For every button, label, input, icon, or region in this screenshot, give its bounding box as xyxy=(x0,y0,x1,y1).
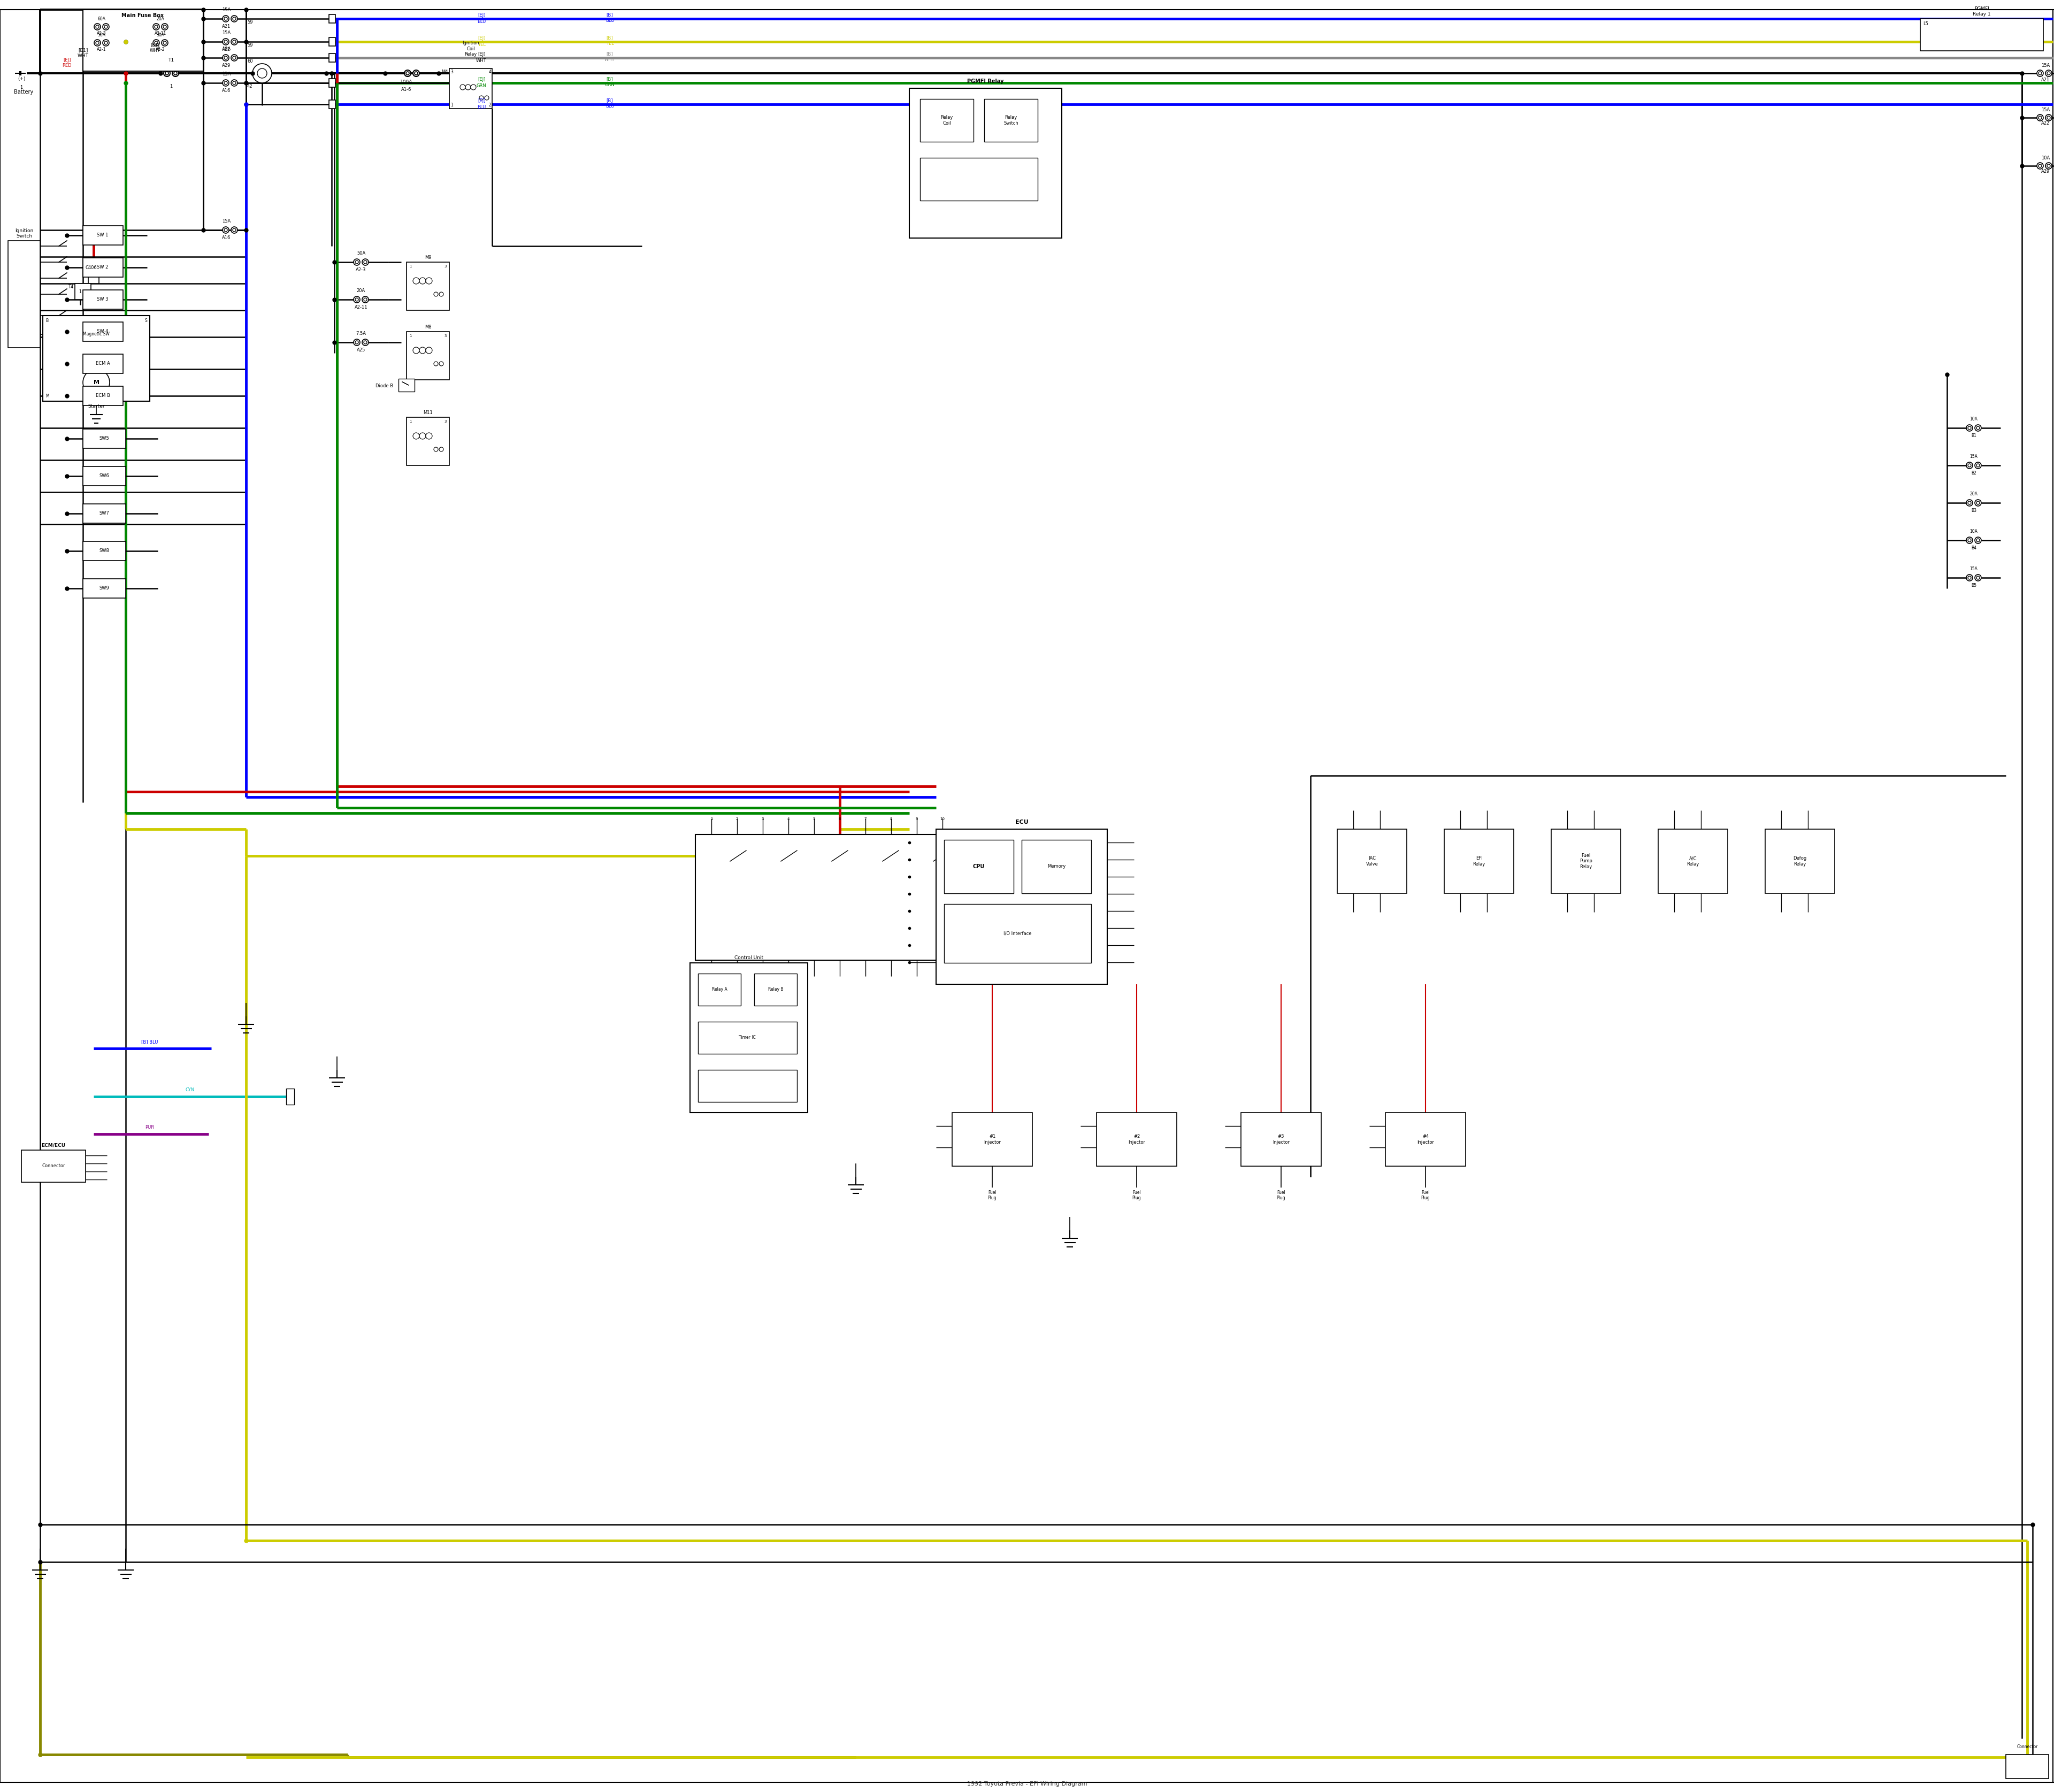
Text: M: M xyxy=(92,380,99,385)
Text: Relay B: Relay B xyxy=(768,987,783,993)
Circle shape xyxy=(1966,538,1972,543)
Text: T4: T4 xyxy=(68,285,74,289)
Circle shape xyxy=(2048,165,2050,167)
Text: 1: 1 xyxy=(78,289,82,294)
Circle shape xyxy=(433,362,438,366)
Text: 10A: 10A xyxy=(1970,418,1978,421)
Circle shape xyxy=(97,41,99,45)
Text: 1: 1 xyxy=(409,335,411,337)
Text: GRN: GRN xyxy=(477,84,487,88)
Text: 2: 2 xyxy=(489,102,491,108)
Text: Memory: Memory xyxy=(1048,864,1066,869)
Text: 30A: 30A xyxy=(156,32,164,38)
Text: 15A: 15A xyxy=(1970,566,1978,572)
Circle shape xyxy=(97,25,99,29)
Text: [EJ]: [EJ] xyxy=(479,52,485,57)
Text: Connector: Connector xyxy=(2017,1744,2038,1749)
Text: 60: 60 xyxy=(246,59,253,65)
Bar xyxy=(754,973,797,1005)
Bar xyxy=(43,315,150,401)
Text: I/O Interface: I/O Interface xyxy=(1002,932,1031,935)
Text: #3
Injector: #3 Injector xyxy=(1273,1134,1290,1145)
Text: Main Fuse Box: Main Fuse Box xyxy=(121,13,164,18)
Text: #4
Injector: #4 Injector xyxy=(1417,1134,1434,1145)
Text: 3: 3 xyxy=(762,817,764,821)
Circle shape xyxy=(364,297,368,301)
Circle shape xyxy=(415,72,417,75)
Text: L5: L5 xyxy=(1923,22,1929,27)
Text: Connector: Connector xyxy=(41,1163,66,1168)
Text: B2: B2 xyxy=(1972,471,1976,475)
Text: Fuel
Plug: Fuel Plug xyxy=(1132,1190,1142,1201)
Circle shape xyxy=(362,296,368,303)
Text: Timer IC: Timer IC xyxy=(739,1036,756,1039)
Text: [EJ]: [EJ] xyxy=(479,99,485,104)
Text: [E1]
WHT: [E1] WHT xyxy=(150,43,160,54)
Text: B3: B3 xyxy=(1972,509,1976,513)
Text: 15A: 15A xyxy=(222,219,230,224)
Circle shape xyxy=(2048,116,2050,120)
Text: Relay
Switch: Relay Switch xyxy=(1004,115,1019,125)
Bar xyxy=(1920,18,2044,50)
Bar xyxy=(329,100,335,109)
Text: 6: 6 xyxy=(838,817,840,821)
Text: 20A: 20A xyxy=(1970,491,1978,496)
Bar xyxy=(82,466,125,486)
Bar xyxy=(407,418,450,466)
Text: 8: 8 xyxy=(889,817,891,821)
Bar xyxy=(82,579,125,599)
Bar xyxy=(1097,1113,1177,1167)
Circle shape xyxy=(353,296,359,303)
Circle shape xyxy=(232,81,236,84)
Text: [B]
WHT: [B] WHT xyxy=(604,52,614,63)
Text: Fuel
Plug: Fuel Plug xyxy=(988,1190,996,1201)
Circle shape xyxy=(362,339,368,346)
Text: A21: A21 xyxy=(222,23,230,29)
Circle shape xyxy=(152,39,160,47)
Text: EFI
Relay: EFI Relay xyxy=(1473,857,1485,866)
Text: A2-3: A2-3 xyxy=(97,30,107,36)
Circle shape xyxy=(224,228,228,231)
Circle shape xyxy=(162,41,166,45)
Circle shape xyxy=(1976,426,1980,430)
Text: SW8: SW8 xyxy=(99,548,109,554)
Bar xyxy=(82,9,203,72)
Circle shape xyxy=(232,56,236,59)
Text: A29: A29 xyxy=(2042,168,2050,174)
Text: [EJ]: [EJ] xyxy=(479,13,485,18)
Text: 59: 59 xyxy=(246,20,253,25)
Text: M8: M8 xyxy=(425,324,431,330)
Bar xyxy=(82,504,125,523)
Text: PGMFI
Relay 1: PGMFI Relay 1 xyxy=(1972,5,1990,16)
Circle shape xyxy=(2046,115,2052,120)
Circle shape xyxy=(164,70,170,77)
Text: #1
Injector: #1 Injector xyxy=(984,1134,1000,1145)
Text: Defog
Relay: Defog Relay xyxy=(1793,857,1808,866)
Text: 4: 4 xyxy=(489,70,491,73)
Circle shape xyxy=(1976,464,1980,468)
Circle shape xyxy=(413,348,419,353)
Circle shape xyxy=(479,95,483,100)
Bar xyxy=(1384,1113,1467,1167)
Text: A2-3: A2-3 xyxy=(355,267,366,272)
Circle shape xyxy=(1968,426,1972,430)
Text: 50A: 50A xyxy=(357,251,366,256)
Circle shape xyxy=(222,54,228,61)
Circle shape xyxy=(1968,464,1972,468)
Text: Magnetic SW: Magnetic SW xyxy=(82,332,109,337)
Bar xyxy=(1658,830,1727,894)
Circle shape xyxy=(1968,575,1972,579)
Circle shape xyxy=(94,39,101,47)
Text: Ignition
Switch: Ignition Switch xyxy=(14,228,33,238)
Circle shape xyxy=(162,39,168,47)
Bar xyxy=(398,378,415,392)
Text: Diode B: Diode B xyxy=(376,383,392,389)
Text: A16: A16 xyxy=(222,88,230,93)
Circle shape xyxy=(1974,462,1982,468)
Circle shape xyxy=(419,278,425,285)
Circle shape xyxy=(364,260,368,263)
Circle shape xyxy=(1976,575,1980,579)
Circle shape xyxy=(413,70,419,77)
Bar xyxy=(286,1088,294,1104)
Text: PGMFI Relay: PGMFI Relay xyxy=(967,79,1004,84)
